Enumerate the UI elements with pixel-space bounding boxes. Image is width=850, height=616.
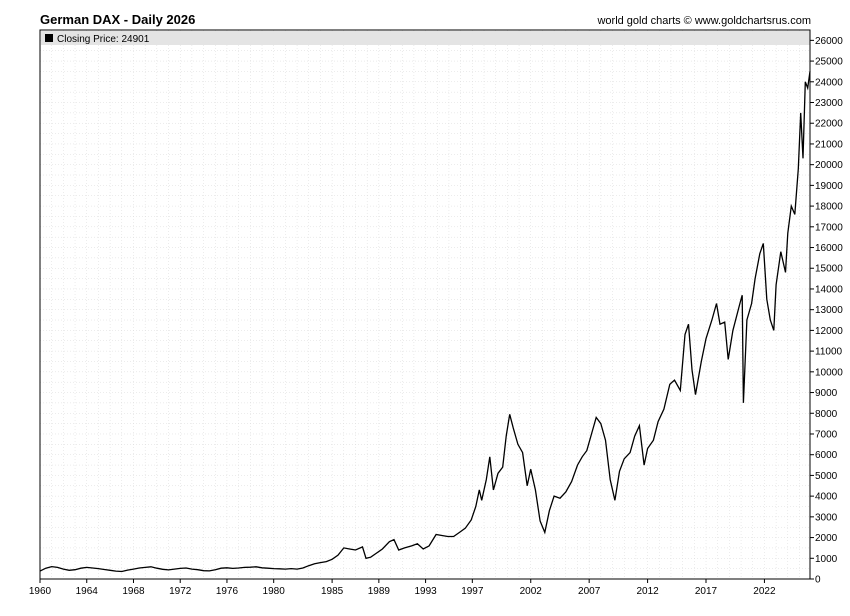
legend-swatch <box>45 34 53 42</box>
y-tick-label-22000: 22000 <box>815 119 843 130</box>
x-tick-label-1976: 1976 <box>216 586 239 597</box>
y-tick-label-0: 0 <box>815 575 821 586</box>
x-tick-label-2007: 2007 <box>578 586 601 597</box>
y-tick-label-7000: 7000 <box>815 429 838 440</box>
legend-background <box>41 31 810 45</box>
y-tick-label-5000: 5000 <box>815 471 838 482</box>
y-tick-label-4000: 4000 <box>815 492 838 503</box>
y-tick-label-1000: 1000 <box>815 554 838 565</box>
y-tick-label-13000: 13000 <box>815 305 843 316</box>
chart-credit: world gold charts © www.goldchartsrus.co… <box>597 15 811 27</box>
y-tick-label-6000: 6000 <box>815 450 838 461</box>
y-axis: 0 1000 2000 3000 4000 5000 6000 7000 8000 9000 100… <box>810 36 843 586</box>
y-tick-label-9000: 9000 <box>815 388 838 399</box>
y-tick-label-15000: 15000 <box>815 264 843 275</box>
x-tick-label-2017: 2017 <box>695 586 718 597</box>
x-tick-label-1972: 1972 <box>169 586 192 597</box>
y-tick-label-20000: 20000 <box>815 160 843 171</box>
grid-lines <box>39 29 810 579</box>
x-tick-label-1964: 1964 <box>76 586 99 597</box>
x-tick-label-1997: 1997 <box>461 586 484 597</box>
x-tick-label-1960: 1960 <box>29 586 52 597</box>
x-tick-label-1968: 1968 <box>122 586 145 597</box>
y-tick-label-24000: 24000 <box>815 77 843 88</box>
closing-price-line <box>39 71 811 573</box>
legend-label: Closing Price: 24901 <box>57 34 150 45</box>
y-tick-label-2000: 2000 <box>815 533 838 544</box>
y-tick-label-26000: 26000 <box>815 36 843 47</box>
x-tick-label-2022: 2022 <box>753 586 776 597</box>
x-tick-label-2012: 2012 <box>636 586 659 597</box>
y-tick-label-8000: 8000 <box>815 409 838 420</box>
series-layer <box>39 71 811 573</box>
y-tick-label-16000: 16000 <box>815 243 843 254</box>
y-tick-label-23000: 23000 <box>815 98 843 109</box>
x-tick-label-1993: 1993 <box>414 586 437 597</box>
x-tick-label-1989: 1989 <box>368 586 391 597</box>
x-axis: 1960 1964 1968 1972 1976 1980 1985 1989 1993 1997… <box>29 579 776 597</box>
y-tick-label-12000: 12000 <box>815 326 843 337</box>
y-tick-label-3000: 3000 <box>815 512 838 523</box>
x-tick-label-1985: 1985 <box>321 586 344 597</box>
y-tick-label-14000: 14000 <box>815 284 843 295</box>
chart-title: German DAX - Daily 2026 <box>40 12 196 27</box>
x-tick-label-1980: 1980 <box>263 586 286 597</box>
y-tick-label-17000: 17000 <box>815 222 843 233</box>
y-tick-label-21000: 21000 <box>815 139 843 150</box>
x-tick-label-2002: 2002 <box>520 586 543 597</box>
plot-frame <box>39 29 811 580</box>
y-tick-label-19000: 19000 <box>815 181 843 192</box>
y-tick-label-18000: 18000 <box>815 202 843 213</box>
y-tick-label-25000: 25000 <box>815 57 843 68</box>
y-tick-label-11000: 11000 <box>815 347 843 358</box>
y-tick-label-10000: 10000 <box>815 367 843 378</box>
